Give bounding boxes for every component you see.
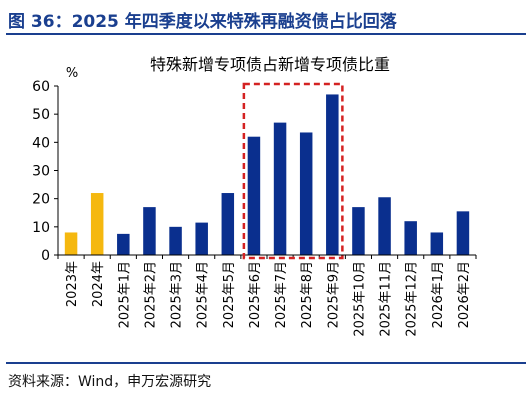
source-rule <box>6 362 526 364</box>
source-note: 资料来源：Wind，申万宏源研究 <box>8 374 212 390</box>
figure-title: 图 36：2025 年四季度以来特殊再融资债占比回落 <box>8 12 397 32</box>
bar-2026年2月 <box>456 211 470 255</box>
x-tick-label: 2025年10月 <box>352 261 367 337</box>
x-tick-label: 2025年9月 <box>326 261 341 328</box>
y-tick-label: 10 <box>32 220 50 236</box>
x-tick-label: 2025年6月 <box>248 261 263 328</box>
y-tick-label: 20 <box>32 192 50 208</box>
bar-2025年12月 <box>404 221 417 255</box>
bar-2026年1月 <box>430 232 444 255</box>
y-tick-label: 40 <box>32 135 50 151</box>
x-tick-label: 2025年7月 <box>274 261 289 328</box>
x-tick-label: 2026年1月 <box>431 261 446 328</box>
bar-2025年2月 <box>143 207 156 255</box>
x-tick-label: 2025年12月 <box>405 261 420 337</box>
bar-chart: 特殊新增专项债占新增专项债比重 % 0 10 20 30 40 50 60 2023年 202… <box>32 55 477 337</box>
x-tick-label: 2025年3月 <box>170 261 185 328</box>
bar-2025年8月 <box>299 132 313 255</box>
y-tick-label: 30 <box>32 164 50 180</box>
x-tick-label: 2025年11月 <box>379 261 394 337</box>
bar-2025年7月 <box>273 122 287 255</box>
x-tick-label: 2025年4月 <box>196 261 211 328</box>
bar-2023年 <box>64 232 78 255</box>
bar-2025年1月 <box>117 233 130 255</box>
highlight-box <box>242 82 344 260</box>
y-tick-label: 50 <box>32 107 50 123</box>
y-unit-label: % <box>66 66 78 81</box>
x-tick-label: 2026年2月 <box>457 261 472 328</box>
y-tick-label: 0 <box>41 248 50 264</box>
title-rule <box>6 33 526 35</box>
bar-2025年3月 <box>169 226 182 255</box>
bar-2025年11月 <box>378 197 391 255</box>
bar-2025年9月 <box>326 94 339 255</box>
x-tick-label: 2025年2月 <box>143 261 158 328</box>
x-tick-label: 2024年 <box>91 261 106 307</box>
bar-2025年10月 <box>352 207 365 255</box>
bar-2025年6月 <box>247 136 261 255</box>
x-tick-label: 2025年1月 <box>117 261 132 328</box>
bar-2025年5月 <box>221 193 235 255</box>
x-tick-label: 2025年8月 <box>300 261 315 328</box>
x-tick-label: 2023年 <box>65 261 80 307</box>
bar-2024年 <box>90 193 104 255</box>
chart-title: 特殊新增专项债占新增专项债比重 <box>150 55 390 74</box>
x-tick-label: 2025年5月 <box>222 261 237 328</box>
y-tick-label: 60 <box>32 79 50 95</box>
bar-2025年4月 <box>195 222 208 255</box>
